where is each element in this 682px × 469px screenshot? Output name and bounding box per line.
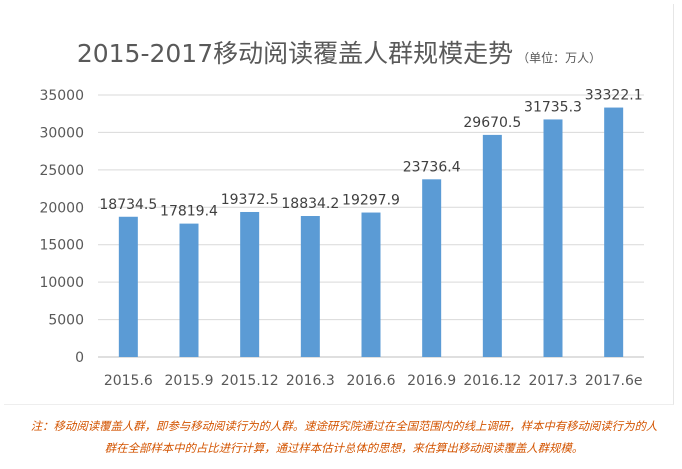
- data-label: 23736.4: [403, 159, 461, 175]
- bar: [118, 216, 138, 357]
- x-tick-label: 2015.12: [221, 373, 279, 389]
- bar: [240, 211, 260, 357]
- data-label: 19297.9: [342, 193, 400, 209]
- footnote-line-1: 注：移动阅读覆盖人群，即参与移动阅读行为的人群。速途研究院通过在全国范围内的线上…: [30, 419, 658, 433]
- data-label: 18834.2: [281, 196, 339, 212]
- x-axis: 2015.6 2015.9 2015.12 2016.3 2016.6 2016.9 201…: [104, 373, 643, 389]
- bar: [179, 223, 199, 357]
- bar: [604, 107, 624, 358]
- y-tick-label: 20000: [39, 200, 84, 216]
- bar: [300, 216, 320, 357]
- footnote-line-2: 群在全部样本中的占比进行计算，通过样本估计总体的思想，来估算出移动阅读覆盖人群规…: [104, 441, 584, 455]
- y-tick-label: 0: [75, 350, 84, 366]
- y-tick-label: 35000: [39, 88, 84, 104]
- footnote: 注：移动阅读覆盖人群，即参与移动阅读行为的人群。速途研究院通过在全国范围内的线上…: [12, 415, 676, 459]
- data-label: 18734.5: [99, 197, 157, 213]
- data-label: 33322.1: [585, 88, 643, 104]
- x-tick-label: 2016.6: [347, 373, 396, 389]
- data-label: 31735.3: [524, 99, 582, 115]
- chart-subtitle: （单位：万人）: [517, 51, 602, 65]
- y-axis: 0 5000 10000 15000 20000 25000 30000 35000: [39, 88, 84, 366]
- x-tick-label: 2017.6e: [585, 373, 643, 389]
- bar: [361, 212, 381, 357]
- x-tick-label: 2015.6: [104, 373, 153, 389]
- x-tick-label: 2017.3: [529, 373, 578, 389]
- data-label: 19372.5: [221, 192, 279, 208]
- x-tick-label: 2015.9: [165, 373, 214, 389]
- x-tick-label: 2016.3: [286, 373, 335, 389]
- chart-title-row: 2015-2017移动阅读覆盖人群规模走势 （单位：万人）: [4, 34, 674, 70]
- bar-chart: 0 5000 10000 15000 20000 25000 30000 35000 1873…: [39, 88, 644, 389]
- bar: [543, 119, 563, 357]
- bars: [118, 107, 624, 358]
- data-label: 29670.5: [463, 115, 521, 131]
- y-tick-label: 5000: [48, 313, 84, 329]
- y-tick-label: 10000: [39, 275, 84, 291]
- chart-title: 2015-2017移动阅读覆盖人群规模走势: [76, 39, 514, 68]
- bar: [482, 134, 502, 357]
- y-tick-label: 15000: [39, 238, 84, 254]
- y-tick-label: 30000: [39, 125, 84, 141]
- data-label: 17819.4: [160, 204, 218, 220]
- y-tick-label: 25000: [39, 163, 84, 179]
- x-tick-label: 2016.9: [407, 373, 456, 389]
- bar: [422, 179, 442, 357]
- x-tick-label: 2016.12: [463, 373, 521, 389]
